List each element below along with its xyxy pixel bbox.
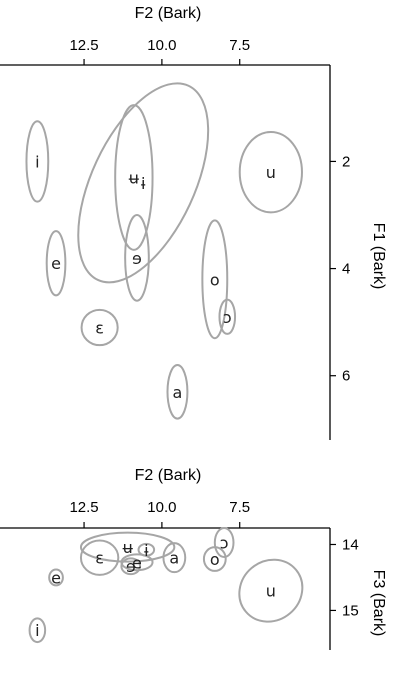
top-y-tick-label: 4	[342, 261, 350, 278]
top-vowel-label: ɔ	[223, 308, 232, 327]
top-vowel-ellipse	[77, 82, 210, 284]
bottom-vowel-ellipse	[79, 539, 120, 576]
top-y-axis-title: F1 (Bark)	[370, 223, 387, 290]
bottom-vowel-label: ɛ	[95, 549, 104, 568]
bottom-vowel-label: u	[266, 582, 276, 601]
top-x-tick-label: 7.5	[229, 37, 250, 54]
bottom-vowel-label: o	[210, 550, 220, 569]
bottom-vowel-ellipse	[120, 557, 142, 576]
bottom-x-axis-title: F2 (Bark)	[135, 467, 202, 484]
bottom-vowel-ellipse	[213, 527, 235, 559]
top-vowel-ellipse	[80, 308, 119, 347]
top-vowel-label: ʉ	[129, 169, 140, 188]
bottom-vowel-label: ʉ	[123, 538, 134, 557]
bottom-vowel-label: ɨ	[144, 541, 149, 560]
bottom-vowel-ellipse	[162, 542, 187, 574]
top-x-axis-title: F2 (Bark)	[135, 5, 202, 22]
bottom-y-tick-label: 15	[342, 602, 359, 619]
top-vowel-ellipse	[218, 298, 237, 335]
top-vowel-ellipses	[25, 82, 303, 420]
top-x-tick-label: 12.5	[69, 37, 98, 54]
bottom-vowel-label: e	[51, 568, 61, 587]
top-vowel-ellipse	[114, 104, 154, 251]
top-vowel-label: e	[51, 254, 61, 273]
bottom-vowel-ellipse	[120, 553, 154, 572]
bottom-x-tick-label: 7.5	[229, 499, 250, 516]
top-x-tick-label: 10.0	[147, 37, 176, 54]
bottom-x-ticks: 12.5 10.0 7.5	[69, 499, 250, 528]
top-vowel-label: a	[173, 383, 183, 402]
f1-f2-panel: F2 (Bark) 12.5 10.0 7.5 2 4 6 F1 (Bark) i ɨʉ u…	[0, 5, 387, 440]
top-vowel-label: u	[266, 163, 276, 182]
bottom-y-tick-label: 14	[342, 536, 359, 553]
bottom-x-tick-label: 12.5	[69, 499, 98, 516]
top-vowel-ellipse	[25, 120, 50, 203]
top-vowel-label: i	[35, 152, 39, 171]
top-vowel-ellipse	[166, 364, 189, 420]
bottom-vowel-ellipse	[28, 617, 47, 644]
top-vowel-label: ɛ	[95, 319, 104, 338]
top-y-tick-label: 2	[342, 153, 350, 170]
bottom-vowel-ellipse	[79, 531, 176, 563]
bottom-vowel-ellipse	[238, 558, 304, 623]
bottom-vowel-ellipse	[48, 568, 64, 587]
bottom-vowel-label: e	[132, 553, 142, 572]
bottom-vowel-label: a	[169, 549, 179, 568]
bottom-vowel-label: ɘ	[126, 557, 136, 576]
bottom-vowel-ellipses	[28, 527, 304, 644]
top-vowel-label: o	[210, 270, 220, 289]
top-vowel-ellipse	[201, 219, 229, 340]
bottom-vowel-label: ɔ	[220, 534, 229, 553]
top-y-ticks: 2 4 6	[330, 153, 350, 385]
top-vowel-labels: i ɨʉ u e ɘ oɔ ɛ a	[35, 152, 276, 401]
top-x-ticks: 12.5 10.0 7.5	[69, 37, 250, 65]
bottom-x-tick-label: 10.0	[147, 499, 176, 516]
top-vowel-ellipse	[124, 214, 150, 302]
top-y-tick-label: 6	[342, 368, 350, 385]
bottom-vowel-label: i	[35, 621, 39, 640]
top-vowel-label: ɘ	[132, 249, 142, 268]
bottom-vowel-ellipse	[137, 542, 156, 557]
top-vowel-ellipse	[45, 230, 67, 297]
top-vowel-ellipse	[238, 130, 303, 214]
top-vowel-label: ɨ	[141, 174, 146, 193]
bottom-y-axis-title: F3 (Bark)	[370, 570, 387, 637]
